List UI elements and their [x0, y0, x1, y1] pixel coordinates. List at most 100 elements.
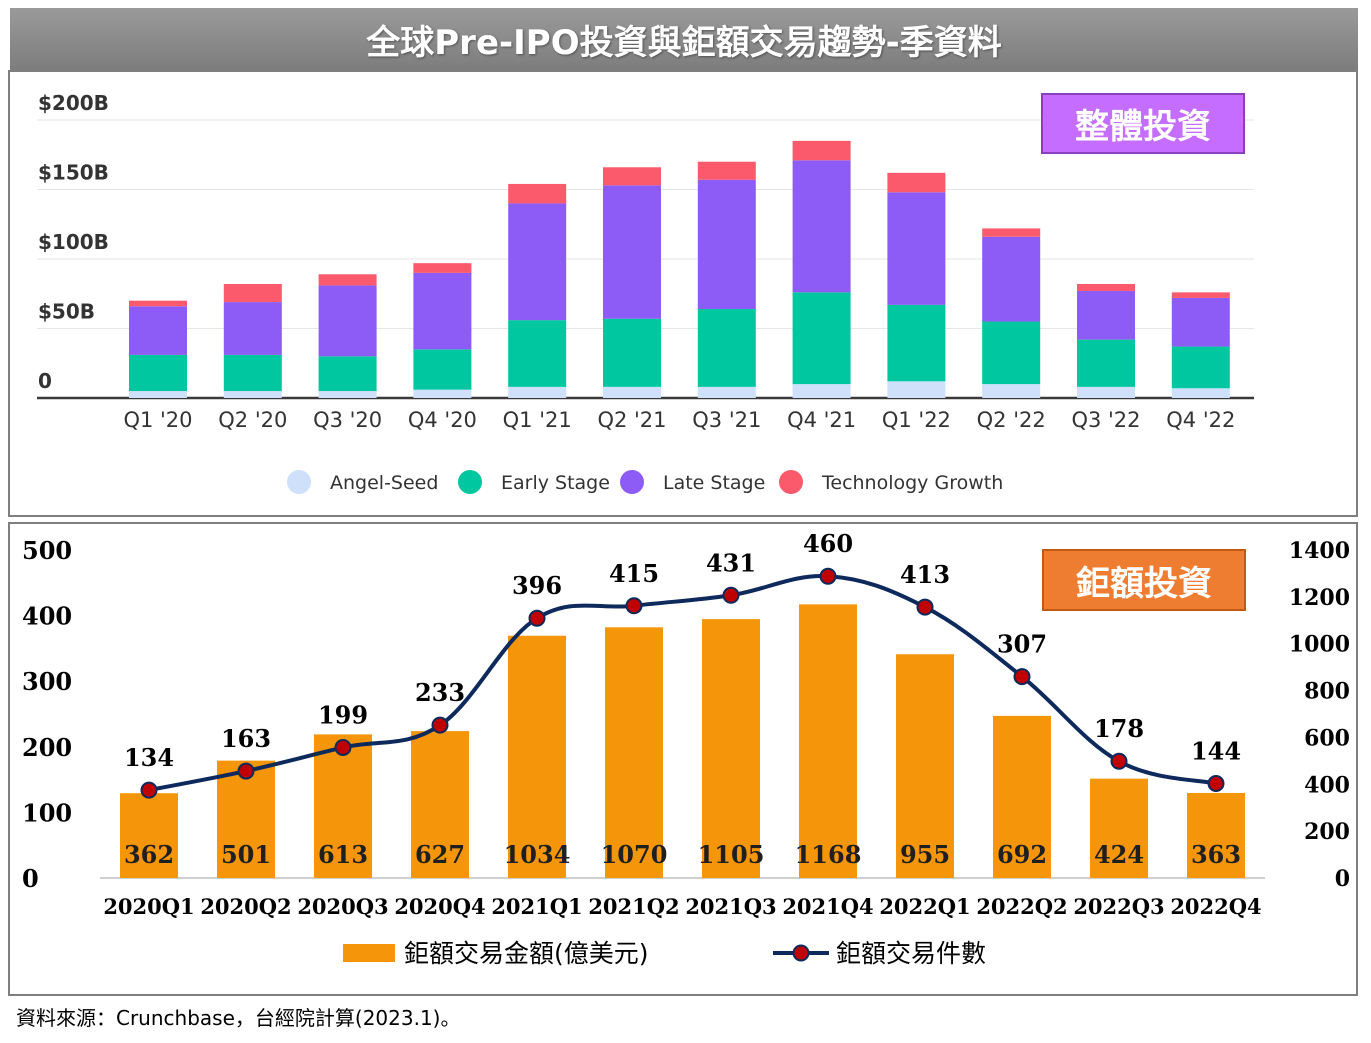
- legend-label: 鉅額交易件數: [836, 939, 986, 968]
- x-tick-label: 2020Q2: [200, 894, 291, 919]
- line-point: [819, 567, 837, 585]
- bar-data-label: 955: [900, 840, 950, 869]
- legend-label: Early Stage: [501, 472, 610, 494]
- x-tick-label: Q2 '20: [218, 408, 287, 432]
- bar-segment: [887, 381, 946, 398]
- bar: [314, 734, 372, 878]
- legend-label: Angel-Seed: [330, 472, 438, 494]
- bar-segment: [413, 349, 472, 390]
- bar-segment: [129, 391, 187, 398]
- bar-segment: [792, 384, 851, 398]
- bar-segment: [697, 386, 756, 398]
- y-left-tick-label: 500: [22, 536, 72, 565]
- point-data-label: 144: [1191, 737, 1241, 766]
- y-right-tick-label: 400: [1304, 772, 1350, 798]
- bar-data-label: 627: [415, 840, 465, 869]
- bar: [702, 619, 760, 878]
- bar-segment: [887, 172, 946, 193]
- y-tick-label: 0: [38, 369, 52, 393]
- x-tick-label: 2021Q1: [491, 894, 582, 919]
- point-data-label: 415: [609, 559, 659, 588]
- point-data-label: 460: [803, 529, 853, 558]
- x-tick-label: 2022Q1: [879, 894, 970, 919]
- x-tick-label: Q3 '20: [313, 408, 382, 432]
- bar-data-label: 1105: [698, 840, 765, 869]
- bar-segment: [508, 203, 567, 321]
- x-tick-label: 2020Q1: [103, 894, 194, 919]
- y-tick-label: $150B: [38, 161, 109, 185]
- overall-investment-badge: 整體投資: [1041, 93, 1245, 154]
- x-tick-label: 2021Q2: [588, 894, 679, 919]
- line-point: [528, 609, 546, 627]
- bar-segment: [508, 320, 567, 387]
- bar-data-label: 613: [318, 840, 368, 869]
- line-point: [1207, 775, 1225, 793]
- bar-segment: [887, 192, 946, 305]
- bar-segment: [318, 391, 377, 398]
- bar-segment: [1171, 292, 1230, 298]
- y-tick-label: $50B: [38, 300, 95, 324]
- line-point: [431, 716, 449, 734]
- bar-data-label: 424: [1094, 840, 1144, 869]
- legend-label: 鉅額交易金額(億美元): [404, 939, 649, 968]
- legend-marker: [620, 470, 644, 494]
- bar: [896, 654, 954, 878]
- bar-segment: [1171, 388, 1230, 398]
- y-tick-label: $100B: [38, 230, 109, 254]
- legend-bar-swatch: [343, 944, 395, 962]
- bar-segment: [508, 183, 567, 204]
- x-tick-label: 2020Q4: [394, 894, 485, 919]
- x-tick-label: Q3 '22: [1071, 408, 1140, 432]
- bar-segment: [697, 179, 756, 310]
- bar: [1187, 792, 1245, 878]
- x-tick-label: 2020Q3: [297, 894, 388, 919]
- point-data-label: 178: [1094, 714, 1144, 743]
- bar-segment: [508, 386, 567, 398]
- bar-segment: [129, 354, 187, 392]
- x-tick-label: 2022Q4: [1170, 894, 1261, 919]
- bar-segment: [697, 161, 756, 180]
- bar-segment: [982, 321, 1041, 385]
- bar-segment: [413, 389, 472, 398]
- line-point: [140, 781, 158, 799]
- x-tick-label: 2021Q3: [685, 894, 776, 919]
- bar-segment: [982, 384, 1041, 398]
- bar-segment: [792, 292, 851, 385]
- bar-segment: [603, 167, 661, 186]
- bar-segment: [223, 284, 282, 303]
- line-point: [625, 597, 643, 615]
- y-right-tick-label: 1200: [1289, 585, 1350, 611]
- x-tick-label: Q1 '22: [882, 408, 951, 432]
- y-right-tick-label: 600: [1304, 725, 1350, 751]
- bar-segment: [318, 356, 377, 392]
- line-point: [1013, 668, 1031, 686]
- bar-segment: [603, 386, 661, 398]
- point-data-label: 233: [415, 678, 465, 707]
- legend-marker: [458, 470, 482, 494]
- mega-investment-badge: 鉅額投資: [1042, 549, 1246, 611]
- bar-segment: [887, 304, 946, 382]
- x-tick-label: Q4 '21: [787, 408, 856, 432]
- bar: [217, 760, 275, 878]
- x-tick-label: 2022Q3: [1073, 894, 1164, 919]
- y-right-tick-label: 1000: [1289, 632, 1350, 658]
- y-left-tick-label: 400: [22, 602, 72, 631]
- bar: [605, 627, 663, 878]
- bar-segment: [982, 236, 1041, 322]
- bar-segment: [413, 272, 472, 350]
- legend-marker: [287, 470, 311, 494]
- bar: [508, 635, 566, 878]
- legend-label: Late Stage: [663, 472, 765, 494]
- bar-segment: [413, 263, 472, 273]
- x-tick-label: Q2 '22: [977, 408, 1046, 432]
- x-tick-label: Q4 '22: [1166, 408, 1235, 432]
- point-data-label: 199: [318, 700, 368, 729]
- bar-segment: [603, 185, 661, 319]
- bar-segment: [129, 300, 187, 307]
- bar-segment: [1171, 346, 1230, 389]
- y-left-tick-label: 100: [22, 798, 72, 827]
- line-point: [334, 738, 352, 756]
- bar: [120, 793, 178, 878]
- bar-segment: [1077, 284, 1135, 291]
